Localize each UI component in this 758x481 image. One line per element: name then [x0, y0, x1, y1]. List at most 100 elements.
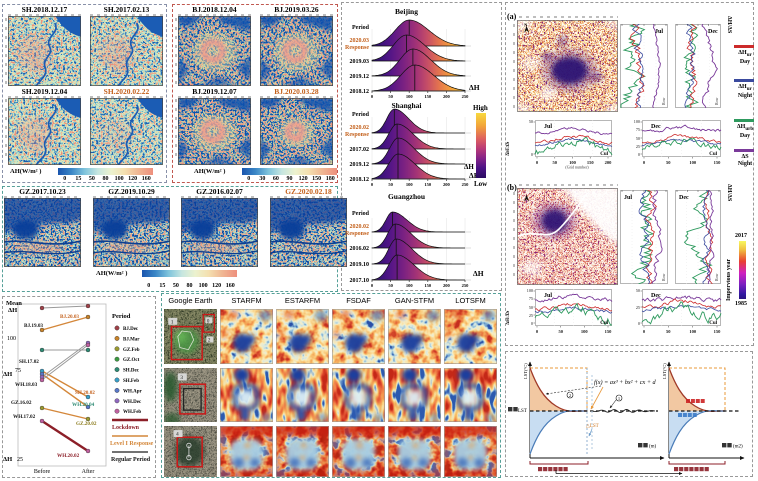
svg-text:2017.02: 2017.02	[350, 147, 370, 153]
svg-text:(m2): (m2)	[733, 445, 743, 450]
svg-text:Level I Response: Level I Response	[110, 441, 154, 447]
svg-text:Period: Period	[112, 313, 131, 320]
svg-text:Cul: Cul	[600, 321, 608, 326]
svg-text:0: 0	[531, 152, 533, 157]
svg-text:25: 25	[636, 144, 640, 149]
svg-text:200: 200	[443, 283, 451, 288]
svg-text:SH.Feb: SH.Feb	[123, 379, 139, 384]
svg-text:200: 200	[443, 94, 451, 99]
svg-text:100: 100	[527, 288, 533, 293]
svg-text:2017.10: 2017.10	[350, 278, 370, 284]
svg-text:WH.20.02: WH.20.02	[57, 453, 80, 459]
svg-text:50: 50	[666, 329, 671, 334]
svg-text:ΔH: ΔH	[469, 83, 480, 92]
svg-text:Period: Period	[352, 112, 370, 118]
svg-text:150: 150	[714, 160, 722, 165]
svg-text:2019.10: 2019.10	[350, 262, 370, 268]
svg-text:100: 100	[406, 94, 414, 99]
svg-text:SH.20.02: SH.20.02	[75, 390, 95, 396]
svg-text:2020.02: 2020.02	[350, 125, 370, 131]
svg-text:ΔH: ΔH	[464, 163, 474, 171]
svg-text:100: 100	[406, 283, 414, 288]
svg-text:250: 250	[462, 94, 470, 99]
svg-text:2: 2	[208, 339, 211, 344]
svg-text:3: 3	[180, 375, 183, 381]
svg-text:0: 0	[536, 329, 539, 334]
svg-text:0: 0	[371, 283, 374, 288]
svg-text:100: 100	[7, 336, 16, 342]
svg-text:2019.12: 2019.12	[350, 74, 370, 80]
svg-text:50: 50	[388, 283, 393, 288]
svg-text:0: 0	[371, 94, 374, 99]
svg-text:BJ.19.03: BJ.19.03	[24, 323, 43, 329]
svg-text:WH.Feb: WH.Feb	[123, 410, 141, 415]
svg-text:Response: Response	[345, 132, 369, 138]
svg-text:GZ.Feb: GZ.Feb	[123, 348, 140, 353]
svg-text:Cul: Cul	[709, 321, 717, 326]
svg-text:WH.Dec: WH.Dec	[123, 400, 142, 405]
svg-text:(Grid number): (Grid number)	[565, 165, 589, 170]
svg-text:Lockdown: Lockdown	[112, 425, 140, 431]
svg-text:ΔH: ΔH	[473, 269, 484, 278]
svg-text:25: 25	[17, 457, 23, 463]
svg-text:50: 50	[553, 160, 558, 165]
svg-text:50: 50	[558, 329, 563, 334]
svg-text:100: 100	[569, 160, 577, 165]
svg-text:2018.12: 2018.12	[350, 177, 370, 183]
svg-text:200: 200	[605, 160, 613, 165]
svg-text:△LST: △LST	[586, 423, 599, 429]
svg-text:100: 100	[689, 329, 697, 334]
svg-text:50: 50	[666, 160, 671, 165]
svg-text:150: 150	[424, 94, 432, 99]
svg-text:Row: Row	[661, 97, 666, 105]
svg-text:Period: Period	[352, 25, 370, 31]
svg-text:Cul: Cul	[709, 152, 717, 157]
svg-text:75: 75	[15, 368, 21, 374]
svg-text:2019.03: 2019.03	[350, 59, 370, 65]
svg-text:LST(°C): LST(°C)	[523, 363, 528, 379]
svg-text:BJ.20.03: BJ.20.03	[60, 314, 79, 320]
svg-text:50: 50	[388, 94, 393, 99]
svg-text:Beijing: Beijing	[395, 7, 418, 16]
svg-text:2020.02: 2020.02	[350, 224, 370, 230]
svg-text:Low: Low	[474, 180, 488, 188]
svg-text:50: 50	[636, 288, 640, 293]
svg-text:SH.17.02: SH.17.02	[19, 359, 39, 365]
svg-text:150: 150	[424, 182, 432, 187]
svg-text:2020.03: 2020.03	[350, 38, 370, 44]
svg-text:1: 1	[171, 319, 174, 325]
svg-text:50: 50	[636, 136, 640, 141]
svg-text:0: 0	[536, 160, 539, 165]
svg-text:WH.18.03: WH.18.03	[15, 382, 38, 388]
svg-text:N: N	[524, 22, 528, 27]
svg-text:25: 25	[529, 313, 533, 318]
svg-text:Dec: Dec	[651, 293, 661, 299]
svg-text:Dec: Dec	[708, 29, 718, 35]
svg-text:0: 0	[638, 152, 640, 157]
svg-text:GZ.20.02: GZ.20.02	[76, 421, 97, 427]
svg-text:150: 150	[714, 329, 722, 334]
svg-text:4: 4	[176, 432, 179, 438]
svg-text:Shanghai: Shanghai	[391, 101, 421, 110]
svg-text:Row: Row	[661, 273, 666, 281]
svg-text:WH.20.04: WH.20.04	[72, 402, 95, 408]
svg-text:Response: Response	[345, 45, 369, 51]
svg-text:Regular Period: Regular Period	[111, 457, 151, 463]
svg-text:0: 0	[531, 321, 533, 326]
svg-text:Jul: Jul	[544, 124, 552, 130]
svg-text:After: After	[82, 468, 95, 475]
svg-text:75: 75	[529, 296, 533, 301]
svg-text:ΔH: ΔH	[3, 456, 12, 463]
svg-text:WH.Apr: WH.Apr	[123, 389, 143, 394]
svg-text:0: 0	[638, 321, 640, 326]
svg-text:25: 25	[636, 305, 640, 310]
svg-text:75: 75	[636, 127, 640, 132]
svg-text:Jul: Jul	[544, 293, 552, 299]
svg-text:ΔH: ΔH	[469, 171, 480, 180]
svg-text:WH.17.02: WH.17.02	[13, 414, 36, 420]
svg-text:BJ.Mar: BJ.Mar	[123, 337, 140, 342]
svg-text:Dec: Dec	[679, 195, 689, 201]
svg-text:GZ.16.02: GZ.16.02	[11, 400, 32, 406]
svg-text:LST(°C): LST(°C)	[662, 363, 667, 379]
svg-text:GZ.Oct: GZ.Oct	[123, 358, 140, 363]
